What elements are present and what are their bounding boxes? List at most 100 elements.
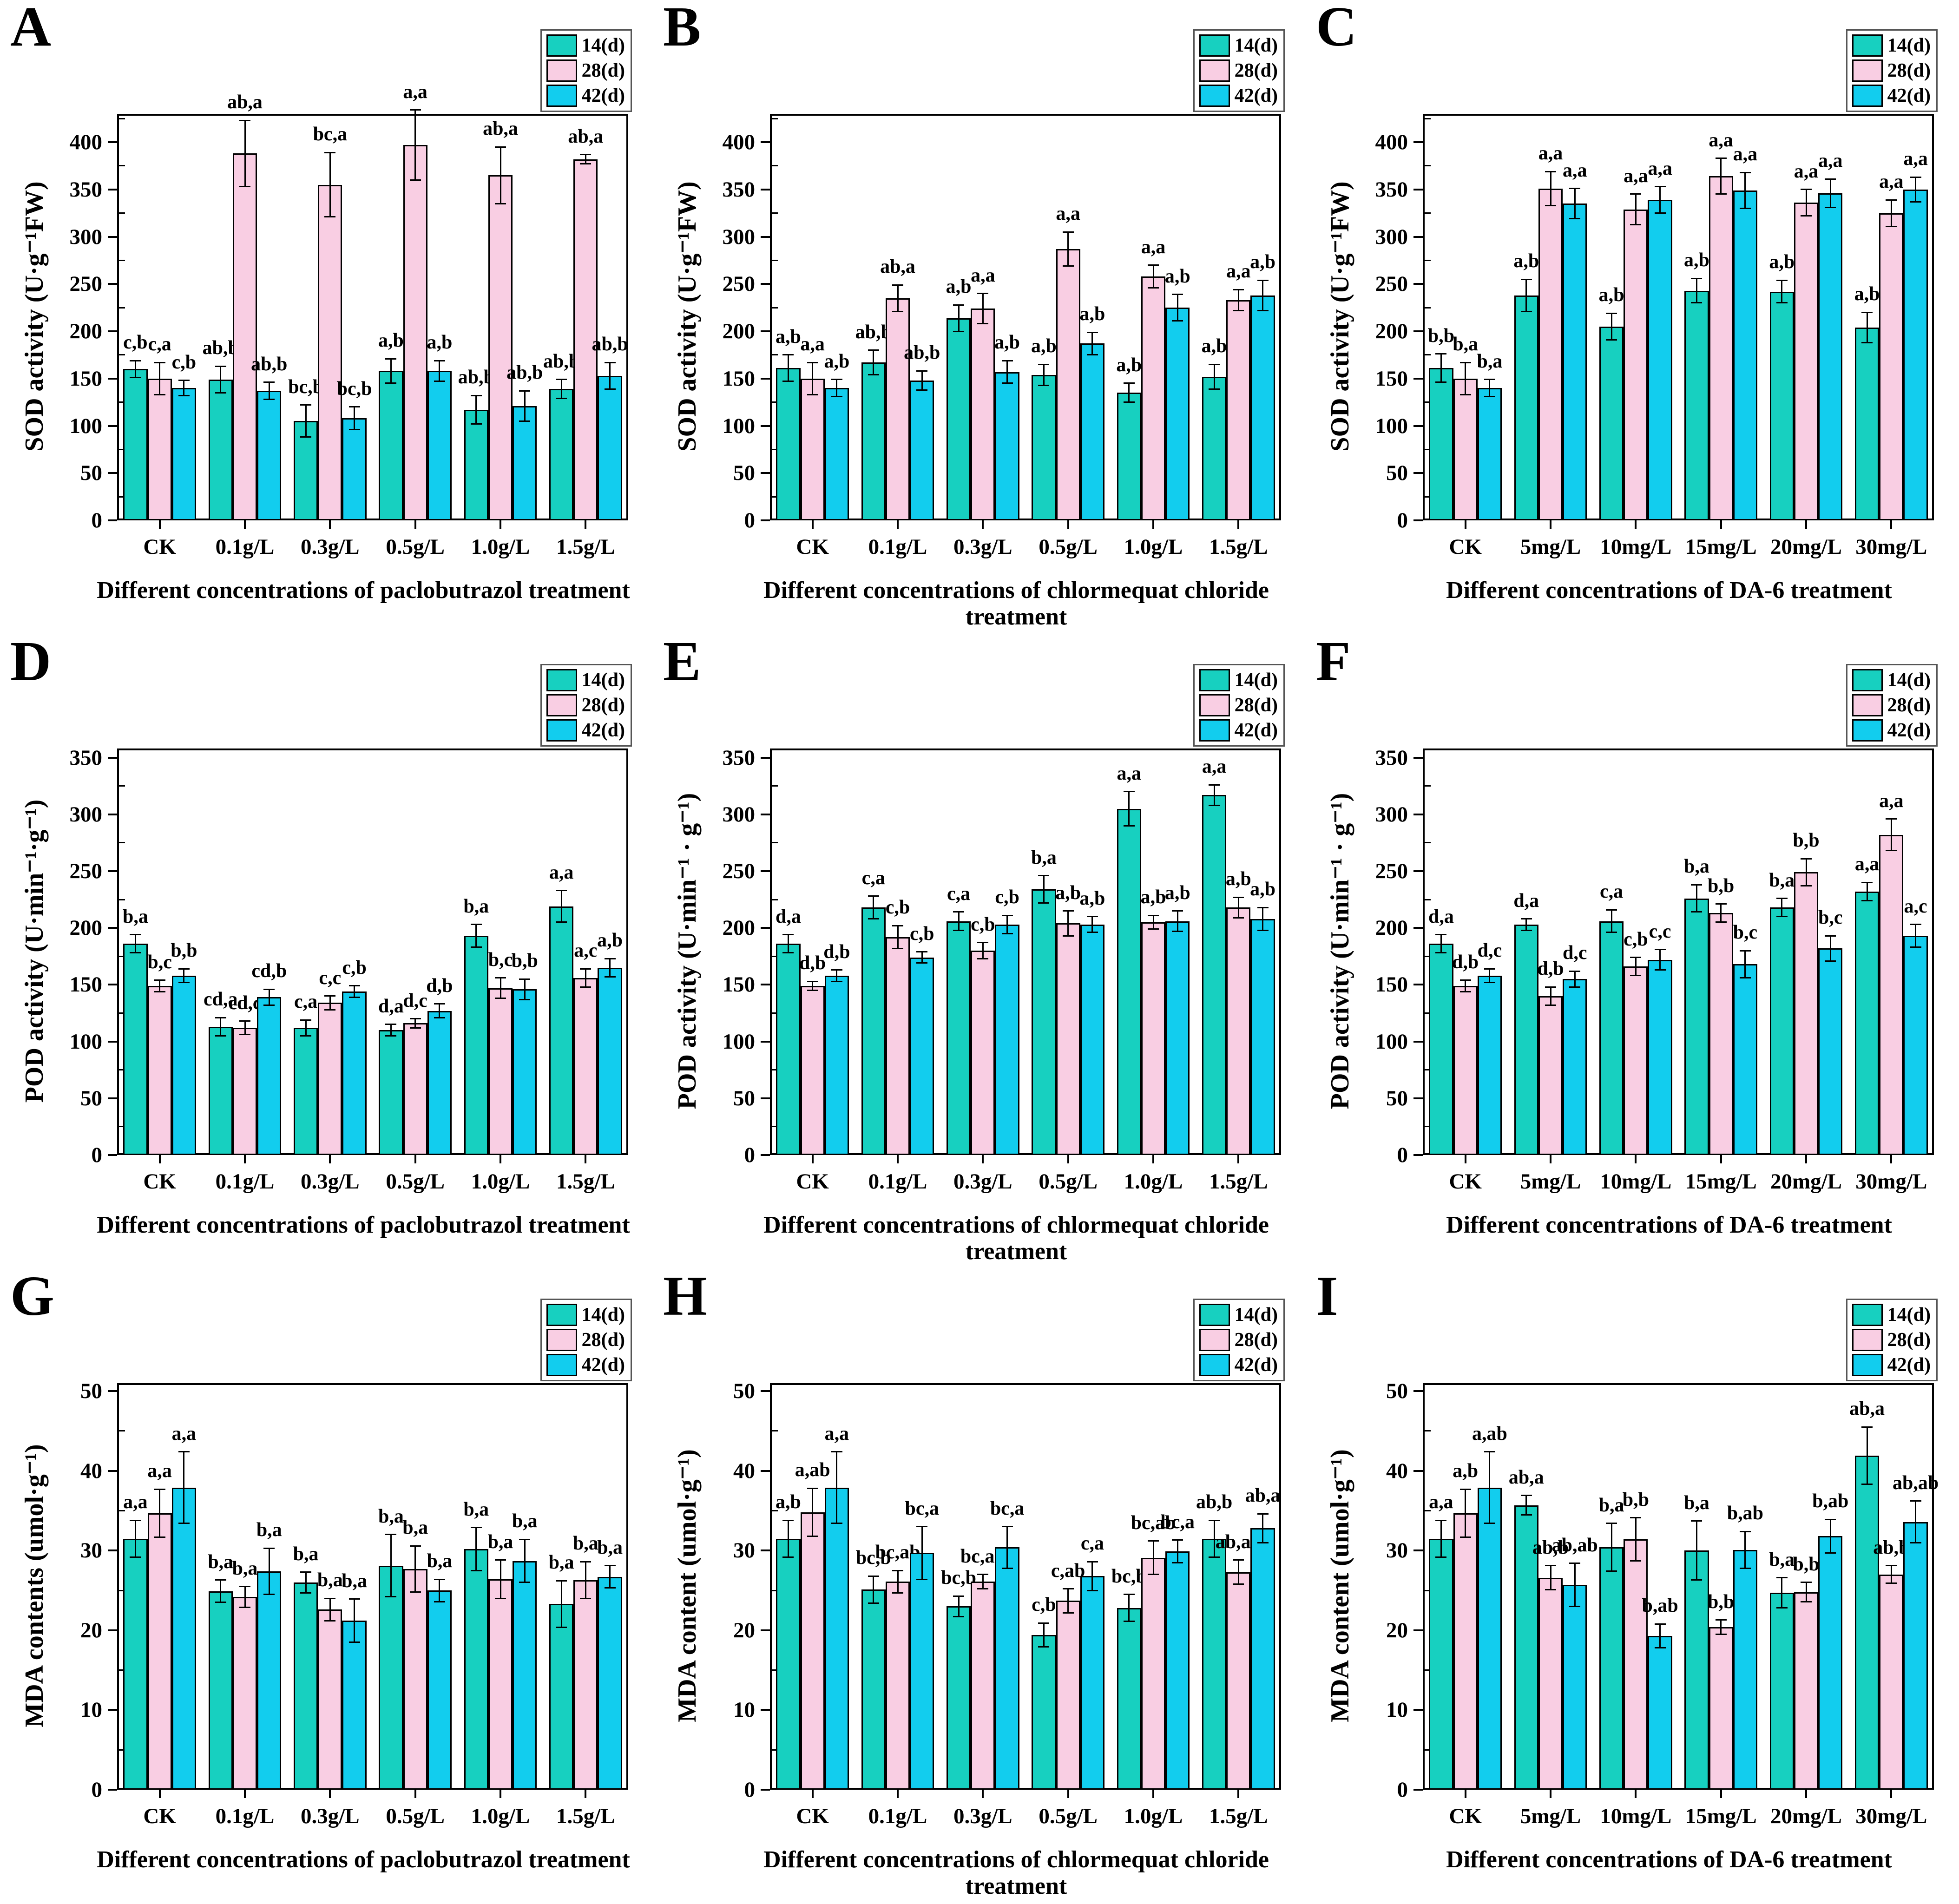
error-bar-cap-top xyxy=(385,1534,397,1536)
error-bar-line xyxy=(1635,957,1637,976)
error-bar-line xyxy=(897,285,899,312)
bar-28(d)-1.0g/L xyxy=(488,988,513,1155)
y-major-tick xyxy=(108,984,117,986)
error-bar-cap-bottom xyxy=(263,1004,275,1006)
significance-label: b,a xyxy=(1031,847,1057,868)
significance-label: a,b xyxy=(1055,882,1081,904)
significance-label: c,b xyxy=(1032,1594,1056,1616)
y-tick-label: 400 xyxy=(69,130,103,155)
significance-label: bc,b xyxy=(1111,1565,1147,1587)
error-bar-cap-bottom xyxy=(1801,1601,1812,1602)
significance-label: d,b xyxy=(426,975,453,997)
error-bar-cap-bottom xyxy=(1545,1589,1556,1590)
y-minor-tick xyxy=(1425,448,1431,450)
y-tick-label: 100 xyxy=(1375,414,1408,438)
bar-14(d)-20mg/L xyxy=(1769,291,1794,520)
legend-swatch-14(d) xyxy=(546,1304,577,1326)
error-bar-cap-bottom xyxy=(434,381,445,382)
error-bar-cap-top xyxy=(916,1526,928,1528)
legend-item: 14(d) xyxy=(1852,1304,1931,1326)
error-bar-cap-top xyxy=(1001,914,1013,916)
error-bar-cap-bottom xyxy=(1776,302,1788,304)
y-tick-label: 200 xyxy=(1375,916,1408,940)
bar-42(d)-0.5g/L xyxy=(427,371,452,520)
x-category-label: 0.3g/L xyxy=(953,1169,1012,1194)
y-tick-label: 250 xyxy=(69,859,103,883)
significance-label: a,b xyxy=(1598,284,1624,306)
error-bar-cap-bottom xyxy=(1123,1621,1135,1622)
legend-item-label: 42(d) xyxy=(1887,720,1931,741)
error-bar-cap-top xyxy=(1545,1565,1556,1567)
error-bar-cap-bottom xyxy=(434,1601,445,1602)
significance-label: b,a xyxy=(487,1531,513,1553)
error-bar-cap-top xyxy=(1123,791,1135,793)
legend-item: 14(d) xyxy=(1852,34,1931,57)
bar-42(d)-1.0g/L xyxy=(1165,1551,1190,1790)
y-minor-tick xyxy=(1425,1430,1431,1432)
error-bar-cap-bottom xyxy=(892,310,903,312)
y-minor-tick xyxy=(772,496,778,498)
y-minor-tick xyxy=(1425,118,1431,119)
error-bar-cap-top xyxy=(495,1559,506,1561)
error-bar-cap-top xyxy=(1148,914,1159,916)
error-bar-cap-bottom xyxy=(1801,885,1812,887)
error-bar-cap-top xyxy=(953,911,965,913)
error-bar-cap-bottom xyxy=(263,399,275,400)
bar-42(d)-10mg/L xyxy=(1648,959,1672,1155)
error-bar-line xyxy=(1720,158,1722,194)
error-bar-cap-top xyxy=(470,394,482,396)
x-major-tick xyxy=(897,1155,899,1163)
error-bar-cap-bottom xyxy=(1086,1589,1098,1591)
error-bar-cap-bottom xyxy=(556,1626,567,1628)
error-bar-line xyxy=(244,1021,246,1035)
significance-label: c,a xyxy=(861,867,885,889)
significance-label: ab,a xyxy=(1508,1466,1544,1488)
bar-14(d)-1.5g/L xyxy=(1202,795,1227,1155)
error-bar-cap-bottom xyxy=(782,381,794,382)
significance-label: a,a xyxy=(1879,790,1904,812)
y-minor-tick xyxy=(1425,496,1431,498)
error-bar-cap-top xyxy=(556,890,567,892)
error-bar-cap-top xyxy=(215,1017,226,1018)
x-axis-title: Different concentrations of paclobutrazo… xyxy=(97,1212,630,1238)
x-major-tick xyxy=(1550,1790,1551,1798)
bar-14(d)-CK xyxy=(1429,944,1453,1155)
bar-14(d)-CK xyxy=(776,944,801,1155)
error-bar-cap-top xyxy=(1233,1559,1244,1561)
error-bar-line xyxy=(329,996,331,1010)
y-tick-label: 350 xyxy=(1375,177,1408,202)
bar-42(d)-20mg/L xyxy=(1818,1536,1843,1790)
error-bar-line xyxy=(1489,1451,1491,1523)
bar-28(d)-5mg/L xyxy=(1538,188,1563,520)
error-bar-line xyxy=(1237,1560,1239,1584)
error-bar-line xyxy=(475,1527,477,1571)
error-bar-cap-bottom xyxy=(470,946,482,948)
bar-14(d)-15mg/L xyxy=(1684,1550,1709,1790)
y-minor-tick xyxy=(1425,1126,1431,1128)
legend-swatch-28(d) xyxy=(1852,59,1883,82)
significance-label: b,a xyxy=(463,895,489,917)
error-bar-cap-bottom xyxy=(1459,1536,1471,1538)
bar-14(d)-0.5g/L xyxy=(379,371,403,520)
error-bar-cap-bottom xyxy=(807,394,818,395)
bar-14(d)-0.1g/L xyxy=(861,907,886,1155)
significance-label: c,a xyxy=(294,991,318,1013)
error-bar-line xyxy=(1091,1562,1093,1591)
bar-14(d)-1.5g/L xyxy=(549,1604,574,1790)
significance-label: b,a xyxy=(1453,334,1479,355)
y-major-tick xyxy=(1413,1629,1423,1631)
bar-14(d)-1.0g/L xyxy=(464,936,488,1155)
error-bar-line xyxy=(500,1560,501,1599)
bar-28(d)-0.5g/L xyxy=(403,1569,427,1790)
legend-D: 14(d) 28(d) 42(d) xyxy=(540,664,632,747)
bar-14(d)-0.3g/L xyxy=(293,1582,318,1790)
error-bar-cap-top xyxy=(1691,277,1703,279)
error-bar-cap-bottom xyxy=(1038,902,1050,904)
error-bar-cap-bottom xyxy=(1654,212,1666,214)
error-bar-cap-bottom xyxy=(892,947,903,949)
y-tick-label: 0 xyxy=(744,1778,756,1802)
x-major-tick xyxy=(1237,1155,1240,1163)
x-category-label: CK xyxy=(796,535,829,559)
significance-label: c,a xyxy=(1080,1533,1104,1555)
legend-H: 14(d) 28(d) 42(d) xyxy=(1193,1299,1285,1381)
